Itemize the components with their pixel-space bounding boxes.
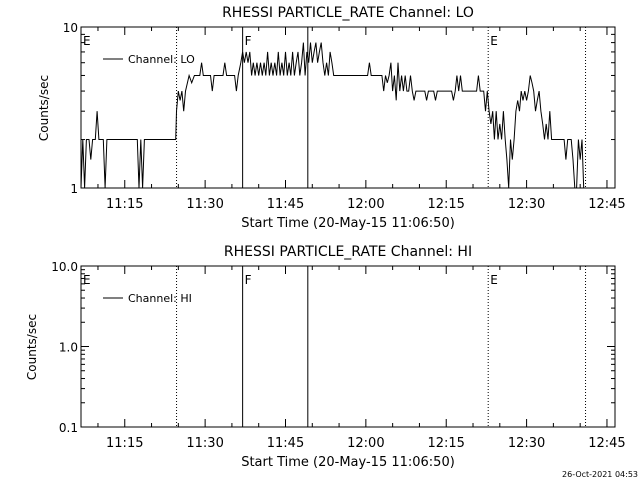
lo-marker-label: F [245, 34, 252, 48]
lo-x-tick-label: 11:30 [186, 197, 223, 212]
lo-x-tick-label: 12:30 [508, 197, 545, 212]
hi-x-axis-label: Start Time (20-May-15 11:06:50) [241, 455, 455, 470]
lo-x-tick-label: 12:45 [588, 197, 625, 212]
hi-chart-title: RHESSI PARTICLE_RATE Channel: HI [224, 244, 472, 260]
lo-x-tick-label: 11:15 [106, 197, 143, 212]
hi-marker-label: E [83, 273, 91, 287]
hi-x-tick-label: 12:45 [588, 436, 625, 451]
lo-series-line [80, 42, 585, 189]
lo-chart-title: RHESSI PARTICLE_RATE Channel: LO [222, 5, 474, 21]
hi-channel-chart: RHESSI PARTICLE_RATE Channel: HI Start T… [25, 244, 626, 470]
lo-x-tick-label: 11:45 [267, 197, 304, 212]
footer-timestamp: 26-Oct-2021 04:53 [562, 470, 638, 479]
hi-y-tick-label: 10.0 [51, 260, 78, 274]
hi-x-tick-label: 12:15 [427, 436, 464, 451]
lo-channel-chart: RHESSI PARTICLE_RATE Channel: LO Start T… [37, 5, 626, 231]
lo-plot-frame [80, 26, 616, 189]
hi-x-tick-label: 11:45 [267, 436, 304, 451]
hi-legend-label: Channel: HI [128, 292, 192, 305]
lo-x-tick-label: 12:15 [427, 197, 464, 212]
hi-marker-label: F [245, 273, 252, 287]
lo-x-axis-label: Start Time (20-May-15 11:06:50) [241, 216, 455, 231]
hi-marker-label: E [490, 273, 498, 287]
lo-y-tick-label: 10 [63, 21, 78, 35]
lo-y-axis-label: Counts/sec [37, 75, 51, 141]
hi-y-axis-label: Counts/sec [25, 314, 39, 380]
lo-y-tick-label: 1 [70, 182, 78, 196]
hi-y-tick-label: 0.1 [59, 421, 78, 435]
hi-x-tick-label: 12:30 [508, 436, 545, 451]
hi-x-tick-label: 12:00 [347, 436, 384, 451]
hi-x-tick-label: 11:15 [106, 436, 143, 451]
hi-y-tick-label: 1.0 [59, 341, 78, 355]
hi-x-tick-label: 11:30 [186, 436, 223, 451]
hi-plot-frame [80, 265, 616, 428]
lo-marker-label: E [83, 34, 91, 48]
lo-legend-label: Channel: LO [128, 53, 195, 66]
lo-x-tick-label: 12:00 [347, 197, 384, 212]
lo-marker-label: E [490, 34, 498, 48]
